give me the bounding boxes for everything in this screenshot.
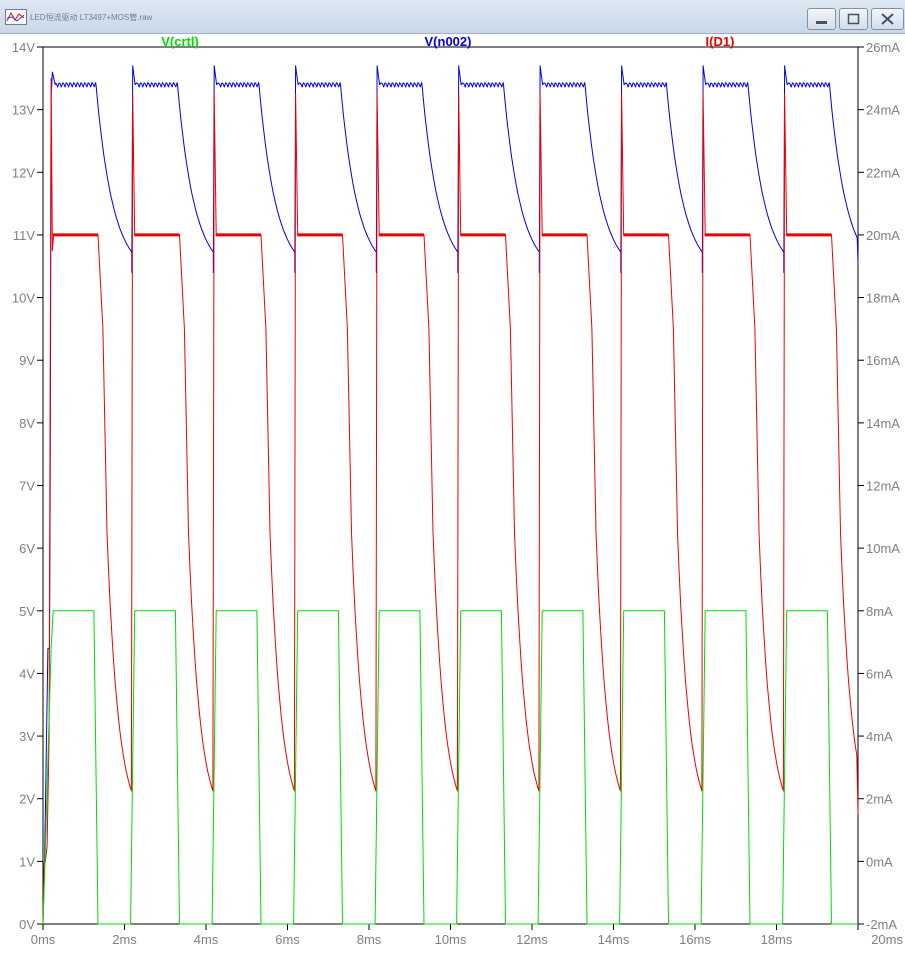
y-right-tick-label: 6mA	[866, 666, 893, 681]
y-left-tick-label: 3V	[19, 729, 35, 744]
y-right-tick-label: 2mA	[866, 792, 893, 807]
minimize-icon	[816, 21, 827, 24]
x-tick-label: 0ms	[31, 932, 56, 947]
x-tick-label: 20ms	[871, 932, 903, 947]
x-tick-label: 6ms	[275, 932, 300, 947]
close-button[interactable]	[871, 8, 904, 30]
x-tick-label: 2ms	[112, 932, 137, 947]
x-tick-label: 12ms	[516, 932, 548, 947]
window-titlebar: LED恒流驱动 LT3497+MOS管.raw	[0, 0, 905, 34]
window-title: LED恒流驱动 LT3497+MOS管.raw	[30, 13, 153, 22]
y-right-tick-label: 16mA	[866, 353, 900, 368]
y-left-tick-label: 1V	[19, 854, 35, 869]
maximize-icon	[847, 13, 860, 25]
legend-vn002[interactable]: V(n002)	[425, 34, 472, 49]
y-left-tick-label: 2V	[19, 792, 35, 807]
y-left-tick-label: 4V	[19, 666, 35, 681]
y-right-tick-label: 18mA	[866, 291, 900, 306]
waveform-app-icon	[5, 9, 27, 25]
series-line-vcrtl	[42, 610, 858, 925]
y-left-tick-label: 13V	[12, 103, 35, 118]
y-left-tick-label: 11V	[13, 228, 35, 243]
y-left-tick-label: 14V	[12, 40, 35, 55]
series-line-id1	[42, 77, 859, 925]
y-left-tick-label: 7V	[19, 479, 35, 494]
legend-vcrtl[interactable]: V(crtl)	[161, 34, 199, 49]
maximize-button[interactable]	[839, 8, 868, 30]
y-right-tick-label: -2mA	[866, 917, 897, 932]
x-tick-label: 14ms	[598, 932, 630, 947]
x-tick-label: 10ms	[435, 932, 467, 947]
x-tick-label: 8ms	[357, 932, 382, 947]
y-right-tick-label: 12mA	[866, 479, 900, 494]
y-right-tick-label: 10mA	[866, 541, 900, 556]
minimize-button[interactable]	[807, 8, 836, 30]
y-right-tick-label: 20mA	[866, 228, 900, 243]
close-icon	[881, 13, 894, 25]
y-left-tick-label: 10V	[12, 291, 35, 306]
y-right-tick-label: 14mA	[866, 416, 900, 431]
waveform-chart[interactable]: V(crtl) V(n002) I(D1) 0V 1V 2V 3V 4V 5V 6V 7V 8V 9V…	[0, 33, 905, 951]
x-tick-label: 16ms	[679, 932, 711, 947]
y-left-tick-label: 6V	[19, 541, 35, 556]
x-tick-label: 18ms	[761, 932, 793, 947]
y-left-tick-label: 0V	[19, 917, 35, 932]
y-right-tick-label: 0mA	[866, 854, 893, 869]
y-left-tick-label: 8V	[19, 416, 35, 431]
y-left-tick-label: 12V	[12, 165, 35, 180]
y-right-tick-label: 26mA	[866, 40, 900, 55]
y-right-tick-label: 4mA	[866, 729, 893, 744]
plot-area[interactable]: V(crtl) V(n002) I(D1) 0V 1V 2V 3V 4V 5V 6V 7V 8V 9V…	[0, 33, 905, 951]
plot-frame	[42, 46, 859, 925]
legend-id1[interactable]: I(D1)	[706, 34, 735, 49]
y-left-tick-label: 9V	[19, 353, 35, 368]
y-right-tick-label: 8mA	[866, 604, 893, 619]
y-right-tick-label: 24mA	[866, 103, 900, 118]
y-right-tick-label: 22mA	[866, 165, 900, 180]
x-tick-label: 4ms	[194, 932, 219, 947]
y-left-tick-label: 5V	[19, 604, 35, 619]
series-line-vn002	[42, 65, 859, 925]
